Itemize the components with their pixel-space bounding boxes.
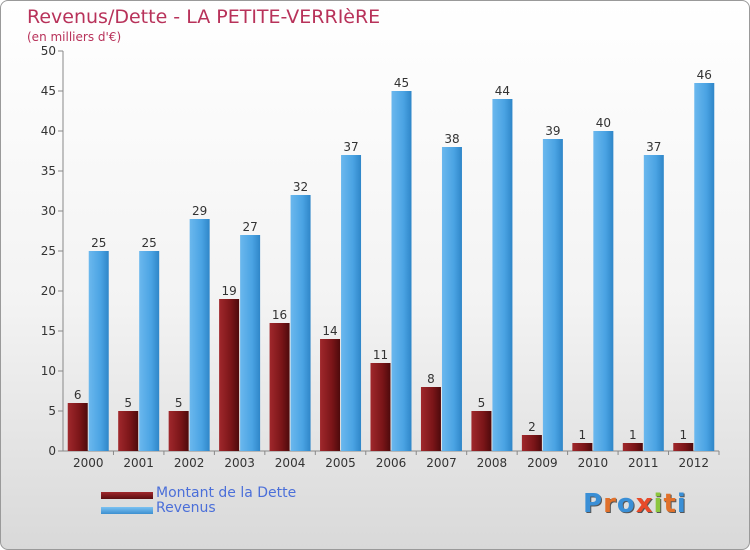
data-label-revenue: 46 (697, 68, 712, 82)
x-tick-label: 2006 (376, 456, 407, 470)
y-tick-label: 20 (41, 284, 56, 298)
data-label-debt: 14 (322, 324, 337, 338)
data-label-debt: 1 (679, 428, 687, 442)
bar-revenue (593, 131, 614, 451)
bar-revenue (441, 147, 462, 451)
y-tick-label: 30 (41, 204, 56, 218)
data-label-revenue: 37 (646, 140, 661, 154)
x-tick-label: 2009 (527, 456, 558, 470)
x-tick-label: 2012 (678, 456, 709, 470)
bar-revenue (391, 91, 412, 451)
data-label-revenue: 27 (242, 220, 257, 234)
data-labels: 6 25 5 25 5 29 19 27 16 32 14 37 11 45 8 38 5 44 2 39 1 40 1 37… (74, 68, 712, 442)
x-tick-label: 2002 (174, 456, 205, 470)
proxiti-logo: Proxiti (583, 489, 687, 519)
bar-revenue (542, 139, 563, 451)
data-label-revenue: 29 (192, 204, 207, 218)
data-label-debt: 6 (74, 388, 82, 402)
data-label-revenue: 25 (142, 236, 157, 250)
data-label-debt: 5 (478, 396, 486, 410)
y-tick-label: 15 (41, 324, 56, 338)
x-tick-label: 2011 (628, 456, 659, 470)
bar-debt (168, 411, 189, 451)
bar-revenue (341, 155, 362, 451)
bar-debt (572, 443, 593, 451)
bar-revenue (189, 219, 210, 451)
y-tick-label: 5 (48, 404, 56, 418)
bar-debt (420, 387, 441, 451)
data-label-debt: 1 (629, 428, 637, 442)
bar-debt (118, 411, 139, 451)
bar-debt (370, 363, 391, 451)
data-label-debt: 1 (579, 428, 587, 442)
data-label-debt: 11 (373, 348, 388, 362)
y-tick-label: 40 (41, 124, 56, 138)
data-label-revenue: 37 (343, 140, 358, 154)
bar-revenue (139, 251, 160, 451)
bar-debt (622, 443, 643, 451)
y-tick-label: 10 (41, 364, 56, 378)
legend-label-debt: Montant de la Dette (156, 485, 297, 501)
bar-debt (673, 443, 694, 451)
bar-debt (67, 403, 88, 451)
data-label-debt: 8 (427, 372, 435, 386)
bar-revenue (88, 251, 109, 451)
x-tick-label: 2000 (73, 456, 104, 470)
legend-swatch-debt (101, 492, 153, 499)
x-tick-label: 2010 (578, 456, 609, 470)
data-label-revenue: 39 (545, 124, 560, 138)
y-tick-label: 45 (41, 84, 56, 98)
x-tick-label: 2008 (477, 456, 508, 470)
data-label-revenue: 45 (394, 76, 409, 90)
data-label-revenue: 25 (91, 236, 106, 250)
data-label-revenue: 32 (293, 180, 308, 194)
x-tick-label: 2003 (224, 456, 255, 470)
bar-revenue (240, 235, 261, 451)
data-label-revenue: 44 (495, 84, 510, 98)
bar-revenue (694, 83, 715, 451)
x-tick-label: 2001 (123, 456, 154, 470)
data-label-revenue: 40 (596, 116, 611, 130)
bar-debt (521, 435, 542, 451)
x-tick-label: 2004 (275, 456, 306, 470)
x-tick-label: 2005 (325, 456, 356, 470)
data-label-revenue: 38 (444, 132, 459, 146)
bar-revenue (290, 195, 311, 451)
chart-subtitle: (en milliers d'€) (27, 30, 122, 44)
bar-debt (320, 339, 341, 451)
data-label-debt: 5 (175, 396, 183, 410)
bar-debt (269, 323, 290, 451)
bar-revenue (492, 99, 513, 451)
data-label-debt: 19 (221, 284, 236, 298)
y-tick-label: 50 (41, 44, 56, 58)
bars (67, 83, 715, 451)
y-tick-label: 0 (48, 444, 56, 458)
bar-revenue (643, 155, 664, 451)
bar-debt (471, 411, 492, 451)
bar-debt (219, 299, 240, 451)
y-tick-label: 35 (41, 164, 56, 178)
data-label-debt: 16 (272, 308, 287, 322)
data-label-debt: 5 (124, 396, 132, 410)
legend-label-revenue: Revenus (156, 500, 216, 516)
chart-title: Revenus/Dette - LA PETITE-VERRIèRE (27, 6, 381, 28)
data-label-debt: 2 (528, 420, 536, 434)
y-tick-label: 25 (41, 244, 56, 258)
x-tick-label: 2007 (426, 456, 457, 470)
legend-swatch-revenue (101, 507, 153, 514)
